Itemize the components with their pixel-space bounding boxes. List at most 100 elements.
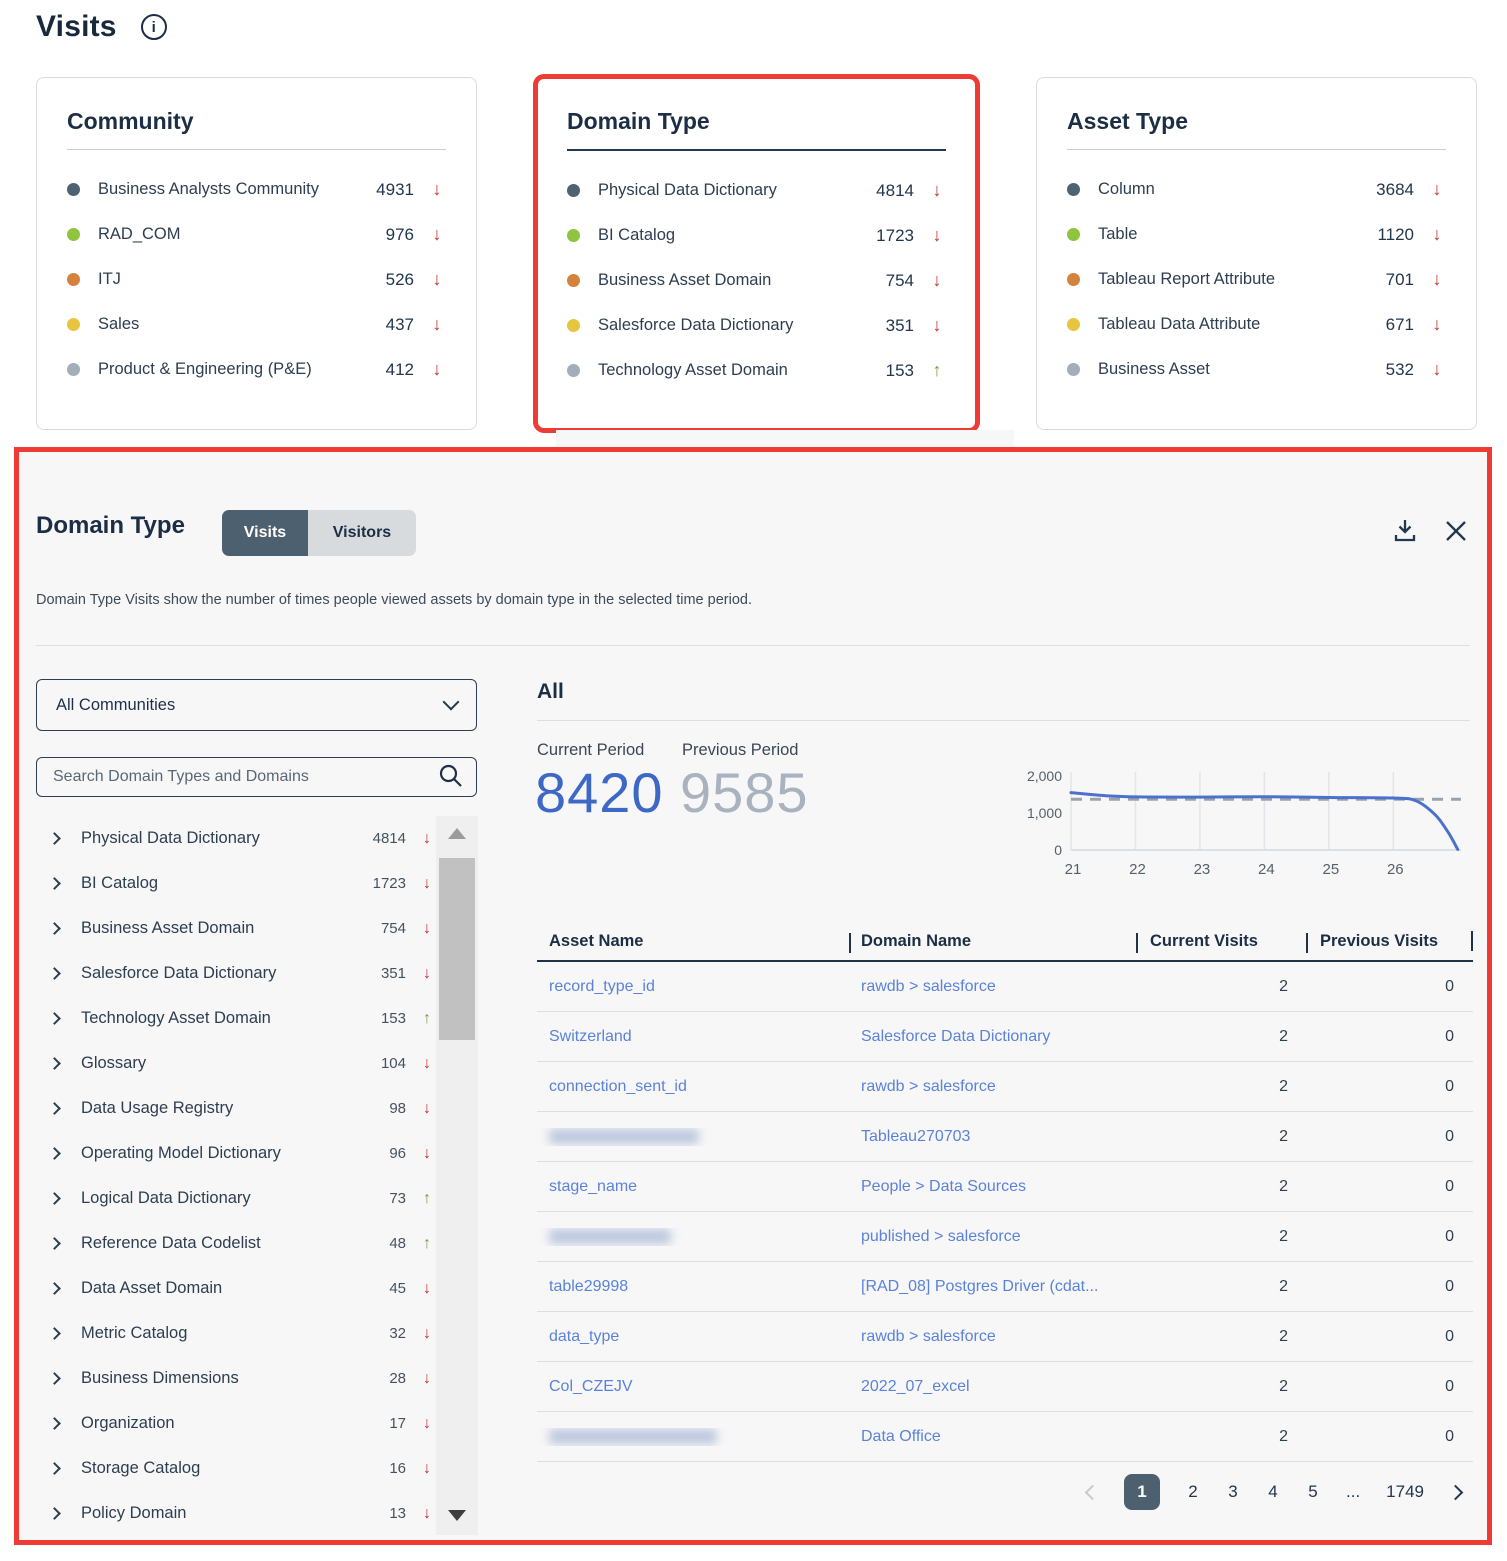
trend-down-icon: ↓	[1432, 269, 1442, 289]
trend-down-icon: ↓	[432, 224, 442, 244]
domain-name-link[interactable]: rawdb > salesforce	[861, 977, 996, 995]
card-title-divider	[567, 149, 946, 151]
card-items: Column 3684 ↓ Table 1120 ↓ Tableau Report Attr…	[1067, 167, 1446, 392]
asset-name-link[interactable]	[537, 1128, 849, 1146]
page-button-1[interactable]: 1	[1124, 1474, 1160, 1510]
domain-list-item-data-usage-registry[interactable]: Data Usage Registry 98 ↓	[36, 1086, 436, 1131]
chevron-right-icon[interactable]	[48, 1147, 61, 1160]
list-scrollbar[interactable]	[436, 816, 478, 1535]
card-domain-type[interactable]: Domain Type Physical Data Dictionary 4814 ↓…	[533, 74, 980, 433]
domain-name-link[interactable]: published > salesforce	[861, 1227, 1021, 1245]
legend-dot-icon	[67, 273, 80, 286]
domain-list-item-policy-domain[interactable]: Policy Domain 13 ↓	[36, 1491, 436, 1536]
asset-name-link[interactable]: Col_CZEJV	[549, 1377, 633, 1395]
chevron-right-icon[interactable]	[48, 1417, 61, 1430]
domain-name-link[interactable]: Salesforce Data Dictionary	[861, 1027, 1051, 1045]
domain-name-link[interactable]: Tableau270703	[861, 1127, 971, 1145]
domain-list-item-operating-model-dictionary[interactable]: Operating Model Dictionary 96 ↓	[36, 1131, 436, 1176]
domain-list-item-logical-data-dictionary[interactable]: Logical Data Dictionary 73 ↑	[36, 1176, 436, 1221]
domain-name-link[interactable]: Data Office	[861, 1427, 941, 1445]
card-item-table[interactable]: Table 1120 ↓	[1067, 212, 1446, 257]
asset-name-link[interactable]: data_type	[549, 1327, 620, 1345]
card-item-business-analysts-community[interactable]: Business Analysts Community 4931 ↓	[67, 167, 446, 212]
card-item-business-asset-domain[interactable]: Business Asset Domain 754 ↓	[567, 258, 946, 303]
card-item-rad-com[interactable]: RAD_COM 976 ↓	[67, 212, 446, 257]
card-item-product-engineering-p-e[interactable]: Product & Engineering (P&E) 412 ↓	[67, 347, 446, 392]
card-item-technology-asset-domain[interactable]: Technology Asset Domain 153 ↑	[567, 348, 946, 393]
page-button-3[interactable]: 3	[1228, 1482, 1238, 1501]
domain-list-item-reference-data-codelist[interactable]: Reference Data Codelist 48 ↑	[36, 1221, 436, 1266]
card-item-physical-data-dictionary[interactable]: Physical Data Dictionary 4814 ↓	[567, 168, 946, 213]
domain-list-item-bi-catalog[interactable]: BI Catalog 1723 ↓	[36, 861, 436, 906]
scroll-up-icon[interactable]	[448, 828, 466, 839]
tab-visits[interactable]: Visits	[222, 510, 308, 556]
chevron-right-icon[interactable]	[48, 1507, 61, 1520]
info-icon[interactable]: i	[140, 14, 167, 40]
domain-name-link[interactable]: People > Data Sources	[861, 1177, 1026, 1195]
chevron-right-icon[interactable]	[48, 922, 61, 935]
chevron-right-icon[interactable]	[48, 1462, 61, 1475]
page-button-1749[interactable]: 1749	[1386, 1482, 1424, 1501]
card-asset-type[interactable]: Asset Type Column 3684 ↓ Table 1120 ↓ Tableau R…	[1036, 77, 1477, 430]
chevron-right-icon[interactable]	[48, 1057, 61, 1070]
domain-list-item-salesforce-data-dictionary[interactable]: Salesforce Data Dictionary 351 ↓	[36, 951, 436, 996]
domain-list-item-business-dimensions[interactable]: Business Dimensions 28 ↓	[36, 1356, 436, 1401]
scrollbar-thumb[interactable]	[439, 858, 475, 1040]
asset-name-link[interactable]: Switzerland	[549, 1027, 632, 1045]
scroll-down-icon[interactable]	[448, 1510, 466, 1521]
chevron-right-icon[interactable]	[48, 877, 61, 890]
chevron-right-icon[interactable]	[1447, 1484, 1464, 1500]
card-item-tableau-data-attribute[interactable]: Tableau Data Attribute 671 ↓	[1067, 302, 1446, 347]
domain-name-link[interactable]: [RAD_08] Postgres Driver (cdat...	[861, 1277, 1099, 1295]
card-item-tableau-report-attribute[interactable]: Tableau Report Attribute 701 ↓	[1067, 257, 1446, 302]
domain-list-item-storage-catalog[interactable]: Storage Catalog 16 ↓	[36, 1446, 436, 1491]
asset-name-link[interactable]	[537, 1428, 849, 1446]
page-button-4[interactable]: 4	[1268, 1482, 1278, 1501]
domain-name-link[interactable]: rawdb > salesforce	[861, 1077, 996, 1095]
domain-name-link[interactable]: 2022_07_excel	[861, 1377, 970, 1395]
card-item-sales[interactable]: Sales 437 ↓	[67, 302, 446, 347]
domain-list-item-technology-asset-domain[interactable]: Technology Asset Domain 153 ↑	[36, 996, 436, 1041]
domain-list-item-business-asset-domain[interactable]: Business Asset Domain 754 ↓	[36, 906, 436, 951]
card-item-business-asset[interactable]: Business Asset 532 ↓	[1067, 347, 1446, 392]
chevron-right-icon[interactable]	[48, 967, 61, 980]
current-visits-value: 2	[1279, 1127, 1288, 1145]
chevron-right-icon[interactable]	[48, 1192, 61, 1205]
card-community[interactable]: Community Business Analysts Community 4931…	[36, 77, 477, 430]
page-button-2[interactable]: 2	[1188, 1482, 1198, 1501]
chevron-right-icon[interactable]	[48, 1012, 61, 1025]
chevron-right-icon[interactable]	[48, 1372, 61, 1385]
page-button-5[interactable]: 5	[1308, 1482, 1318, 1501]
search-input[interactable]	[53, 768, 436, 786]
domain-name-link[interactable]: rawdb > salesforce	[861, 1327, 996, 1345]
current-visits-value: 2	[1279, 1227, 1288, 1245]
card-item-bi-catalog[interactable]: BI Catalog 1723 ↓	[567, 213, 946, 258]
chevron-right-icon[interactable]	[48, 1102, 61, 1115]
domain-list-item-physical-data-dictionary[interactable]: Physical Data Dictionary 4814 ↓	[36, 816, 436, 861]
domain-list-value: 32	[389, 1325, 406, 1342]
chevron-right-icon[interactable]	[48, 1237, 61, 1250]
card-item-salesforce-data-dictionary[interactable]: Salesforce Data Dictionary 351 ↓	[567, 303, 946, 348]
domain-list-item-glossary[interactable]: Glossary 104 ↓	[36, 1041, 436, 1086]
asset-name-link[interactable]	[537, 1228, 849, 1246]
close-icon[interactable]	[1441, 516, 1471, 546]
domain-list-item-organization[interactable]: Organization 17 ↓	[36, 1401, 436, 1446]
trend-down-icon: ↓	[932, 180, 942, 200]
chevron-right-icon[interactable]	[48, 1327, 61, 1340]
asset-name-link[interactable]: record_type_id	[549, 977, 655, 995]
download-icon[interactable]	[1390, 516, 1420, 546]
asset-name-link[interactable]: stage_name	[549, 1177, 638, 1195]
chevron-right-icon[interactable]	[48, 1282, 61, 1295]
detail-title: All	[537, 680, 564, 703]
chevron-right-icon[interactable]	[48, 832, 61, 845]
tab-visitors[interactable]: Visitors	[308, 510, 416, 556]
asset-name-link[interactable]: table29998	[549, 1277, 629, 1295]
card-item-column[interactable]: Column 3684 ↓	[1067, 167, 1446, 212]
domain-list-item-metric-catalog[interactable]: Metric Catalog 32 ↓	[36, 1311, 436, 1356]
card-item-itj[interactable]: ITJ 526 ↓	[67, 257, 446, 302]
domain-list-item-data-asset-domain[interactable]: Data Asset Domain 45 ↓	[36, 1266, 436, 1311]
card-item-value: 3684	[1376, 179, 1414, 199]
asset-name-link[interactable]: connection_sent_id	[549, 1077, 687, 1095]
chevron-left-icon[interactable]	[1084, 1484, 1101, 1500]
community-filter-select[interactable]: All Communities	[36, 679, 477, 731]
